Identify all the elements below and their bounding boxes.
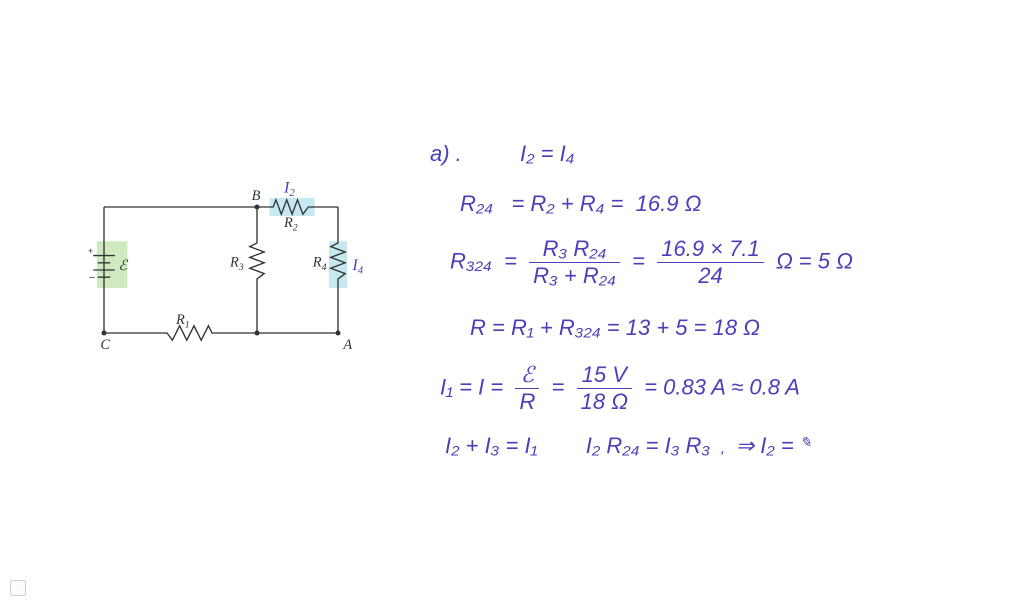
eq-line4: R = R₁ + R₃₂₄ = 13 + 5 = 18 Ω — [470, 310, 760, 345]
node-a-dot — [335, 330, 340, 335]
node-a-label: A — [342, 337, 352, 353]
node-b-dot — [254, 204, 259, 209]
resistor-r3 — [250, 207, 264, 333]
r2-label: R2 — [283, 215, 298, 234]
svg-text:−: − — [89, 272, 95, 284]
node-c-label: C — [100, 337, 110, 353]
eq-line1: I₂ = I₄ — [520, 136, 575, 171]
eq-line3: R₃₂₄ = R₃ R₂₄ R₃ + R₂₄ = 16.9 × 7.1 24 Ω… — [450, 236, 853, 290]
emf-label: ℰ — [118, 258, 128, 274]
r1-label: R1 — [175, 312, 190, 331]
i4-label: I4 — [351, 256, 363, 277]
cursor-icon: ✎ — [800, 434, 812, 450]
resistor-r1 — [104, 326, 338, 340]
corner-watermark — [10, 580, 26, 596]
node-c-dot — [101, 330, 106, 335]
circuit-diagram: + − C A B ℰ R1 R2 R3 R4 I2 I4 — [90, 180, 370, 360]
r3-label: R3 — [229, 254, 244, 273]
i2-label: I2 — [283, 179, 295, 200]
eq-line5: I₁ = I = ℰ R = 15 V 18 Ω = 0.83 A ≈ 0.8 … — [440, 362, 800, 416]
node-b-label: B — [252, 188, 261, 204]
eq-line6: I₂ + I₃ = I₁ I₂ R₂₄ = I₃ R₃ , ⇒ I₂ = ✎ — [445, 428, 812, 463]
r4-label: R4 — [312, 254, 327, 273]
node-bottom-dot — [254, 330, 259, 335]
eq-line2: R₂₄ = R₂ + R₄ = 16.9 Ω — [460, 186, 701, 221]
eq-line1-label: a) . — [430, 136, 462, 171]
svg-text:+: + — [88, 246, 93, 256]
